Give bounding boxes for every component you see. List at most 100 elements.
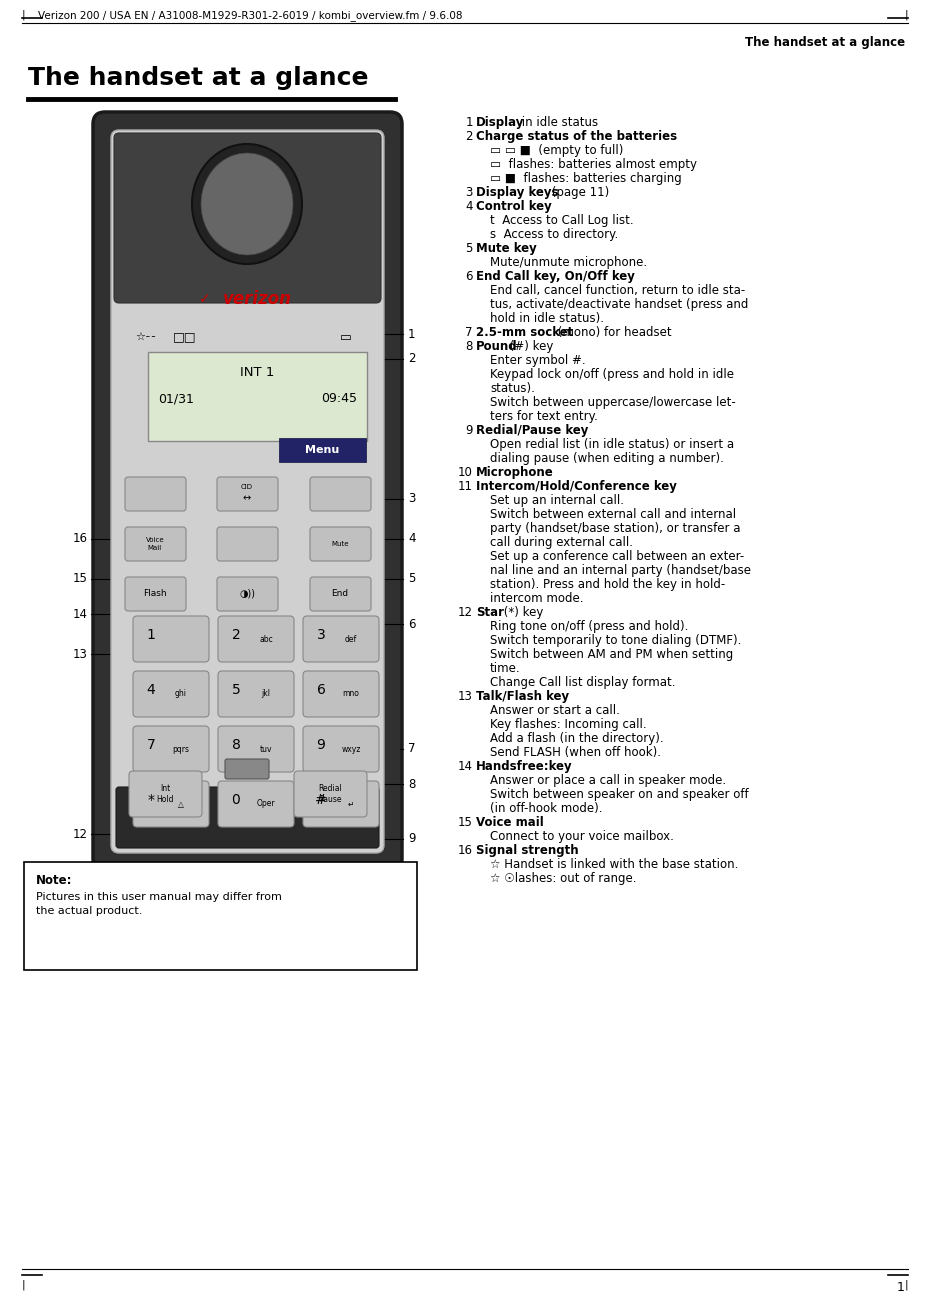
Text: mno: mno — [342, 690, 359, 699]
Text: 2.5-mm socket: 2.5-mm socket — [476, 327, 573, 340]
Text: Add a flash (in the directory).: Add a flash (in the directory). — [490, 732, 663, 745]
Text: Switch temporarily to tone dialing (DTMF).: Switch temporarily to tone dialing (DTMF… — [490, 634, 742, 647]
Text: ters for text entry.: ters for text entry. — [490, 410, 598, 423]
Text: time.: time. — [490, 662, 521, 675]
Text: Mute: Mute — [331, 541, 349, 546]
Text: tuv: tuv — [259, 744, 272, 753]
Text: status).: status). — [490, 382, 535, 396]
Text: abc: abc — [259, 635, 272, 644]
Text: (*) key: (*) key — [500, 606, 543, 619]
FancyBboxPatch shape — [218, 615, 294, 662]
Text: #: # — [315, 794, 327, 807]
Text: ☆ Handset is linked with the base station.: ☆ Handset is linked with the base statio… — [490, 857, 738, 870]
Text: Redial/Pause key: Redial/Pause key — [476, 424, 589, 437]
Text: Flash: Flash — [143, 589, 167, 598]
Text: Pound: Pound — [476, 340, 518, 353]
Text: △: △ — [178, 800, 184, 808]
Text: wxyz: wxyz — [341, 744, 361, 753]
Text: 8: 8 — [231, 738, 241, 752]
Text: |: | — [904, 1279, 908, 1289]
Text: 1: 1 — [466, 116, 473, 129]
Text: tus, activate/deactivate handset (press and: tus, activate/deactivate handset (press … — [490, 298, 748, 311]
Text: Key flashes: Incoming call.: Key flashes: Incoming call. — [490, 718, 647, 731]
FancyBboxPatch shape — [114, 133, 381, 303]
FancyBboxPatch shape — [133, 615, 209, 662]
Text: Switch between AM and PM when setting: Switch between AM and PM when setting — [490, 648, 733, 661]
FancyBboxPatch shape — [129, 771, 202, 817]
Text: Charge status of the batteries: Charge status of the batteries — [476, 130, 677, 143]
Text: 9: 9 — [408, 833, 415, 846]
Text: in idle status: in idle status — [518, 116, 598, 129]
FancyBboxPatch shape — [116, 787, 379, 848]
Text: Voice
Mail: Voice Mail — [146, 537, 164, 550]
Text: 7: 7 — [408, 743, 415, 756]
FancyBboxPatch shape — [148, 353, 367, 441]
Text: The handset at a glance: The handset at a glance — [745, 36, 905, 49]
Text: |: | — [904, 10, 908, 21]
Text: 9: 9 — [316, 738, 326, 752]
Text: CID: CID — [241, 484, 253, 490]
Text: Mute key: Mute key — [476, 242, 536, 255]
Text: |: | — [22, 10, 25, 21]
Text: 5: 5 — [466, 242, 473, 255]
Text: 4: 4 — [146, 683, 156, 697]
Text: 13: 13 — [73, 648, 88, 661]
Text: 5: 5 — [408, 572, 415, 585]
FancyBboxPatch shape — [310, 527, 371, 561]
Text: Mute/unmute microphone.: Mute/unmute microphone. — [490, 256, 648, 269]
Text: Set up an internal call.: Set up an internal call. — [490, 494, 624, 507]
Text: dialing pause (when editing a number).: dialing pause (when editing a number). — [490, 451, 724, 464]
Text: Redial
Pause: Redial Pause — [318, 785, 341, 804]
Text: call during external call.: call during external call. — [490, 536, 633, 549]
Text: Open redial list (in idle status) or insert a: Open redial list (in idle status) or ins… — [490, 438, 734, 451]
Text: ☆⁃⁃: ☆⁃⁃ — [135, 332, 156, 342]
Text: t  Access to Call Log list.: t Access to Call Log list. — [490, 213, 634, 226]
Ellipse shape — [192, 144, 302, 264]
Text: station). Press and hold the key in hold-: station). Press and hold the key in hold… — [490, 578, 725, 591]
FancyBboxPatch shape — [310, 578, 371, 611]
Text: Enter symbol #.: Enter symbol #. — [490, 354, 586, 367]
Text: ▭  flashes: batteries almost empty: ▭ flashes: batteries almost empty — [490, 157, 697, 170]
Text: Star: Star — [476, 606, 504, 619]
Text: 12: 12 — [458, 606, 473, 619]
Text: 1: 1 — [408, 328, 415, 341]
Text: End call, cancel function, return to idle sta-: End call, cancel function, return to idl… — [490, 284, 745, 297]
Text: 10: 10 — [458, 466, 473, 479]
Text: Keypad lock on/off (press and hold in idle: Keypad lock on/off (press and hold in id… — [490, 368, 734, 381]
Text: Note:: Note: — [36, 874, 73, 887]
Text: ☆ ☉lashes: out of range.: ☆ ☉lashes: out of range. — [490, 872, 636, 885]
Text: □□: □□ — [173, 330, 197, 343]
Text: Handsfree:key: Handsfree:key — [476, 760, 573, 773]
Text: ↵: ↵ — [348, 800, 355, 808]
Text: Send FLASH (when off hook).: Send FLASH (when off hook). — [490, 745, 661, 758]
Text: Ring tone on/off (press and hold).: Ring tone on/off (press and hold). — [490, 621, 689, 634]
Text: nal line and an internal party (handset/base: nal line and an internal party (handset/… — [490, 565, 751, 578]
FancyBboxPatch shape — [217, 477, 278, 511]
Text: (mono) for headset: (mono) for headset — [554, 327, 672, 340]
Text: 9: 9 — [466, 424, 473, 437]
Text: 5: 5 — [231, 683, 241, 697]
Text: 15: 15 — [458, 816, 473, 829]
Text: 3: 3 — [316, 628, 326, 641]
Text: ▭ ■  flashes: batteries charging: ▭ ■ flashes: batteries charging — [490, 172, 682, 185]
Text: 12: 12 — [73, 827, 88, 840]
FancyBboxPatch shape — [133, 726, 209, 771]
Text: jkl: jkl — [261, 690, 271, 699]
Text: 3: 3 — [408, 493, 415, 506]
FancyBboxPatch shape — [111, 130, 384, 853]
Text: 13: 13 — [458, 690, 473, 703]
FancyBboxPatch shape — [225, 758, 269, 779]
Text: Display: Display — [476, 116, 524, 129]
FancyBboxPatch shape — [133, 781, 209, 827]
Text: 7: 7 — [466, 327, 473, 340]
Text: Int
Hold: Int Hold — [156, 785, 174, 804]
FancyBboxPatch shape — [303, 781, 379, 827]
Text: Answer or start a call.: Answer or start a call. — [490, 704, 620, 717]
Text: 01/31: 01/31 — [158, 392, 194, 405]
Text: 11: 11 — [458, 480, 473, 493]
Text: (#) key: (#) key — [506, 340, 553, 353]
Text: 16: 16 — [458, 844, 473, 857]
Text: Switch between external call and internal: Switch between external call and interna… — [490, 507, 736, 520]
Text: 0: 0 — [231, 794, 241, 807]
Text: 16: 16 — [73, 532, 88, 545]
